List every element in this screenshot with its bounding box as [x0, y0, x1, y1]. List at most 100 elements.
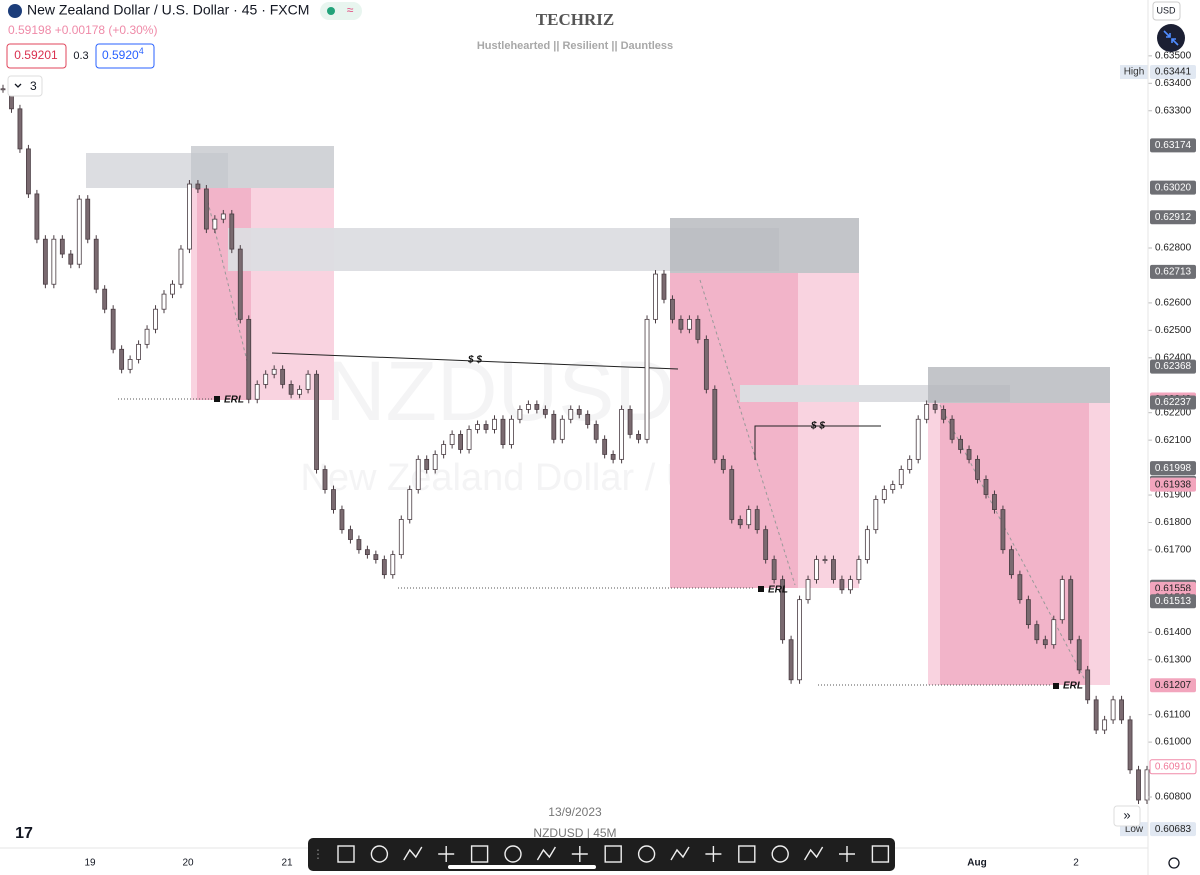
candle: [153, 308, 158, 330]
candle: [170, 283, 175, 295]
auto-scale-button[interactable]: [1157, 24, 1185, 52]
tool-icon[interactable]: [403, 846, 423, 861]
candle: [602, 438, 608, 455]
scroll-right-icon: »: [1123, 807, 1130, 822]
candle: [280, 368, 286, 385]
buy-price-main: 0.5920: [102, 48, 139, 62]
candle: [746, 509, 752, 526]
tool-icon[interactable]: [536, 846, 557, 861]
candle: [780, 579, 786, 641]
candle: [178, 248, 184, 285]
candle: [661, 273, 667, 300]
candle: [381, 559, 387, 576]
tool-icon[interactable]: [504, 845, 522, 863]
price-tag: [1150, 822, 1196, 837]
candle: [695, 318, 701, 340]
candle: [466, 429, 472, 450]
candle: [42, 238, 48, 285]
candle: [805, 579, 811, 601]
candle: [356, 539, 362, 551]
candle: [424, 458, 430, 470]
tv-logo[interactable]: 17: [15, 825, 33, 842]
settings-icon[interactable]: [1168, 857, 1180, 869]
tool-icon[interactable]: [670, 846, 690, 861]
price-tag-label: 0.63174: [1155, 140, 1192, 151]
candle: [364, 549, 370, 556]
candles: [0, 84, 1150, 805]
erl-label: ERL: [224, 395, 244, 406]
candle: [76, 198, 82, 265]
tool-icon[interactable]: [803, 846, 824, 861]
tool-icon[interactable]: [771, 845, 789, 863]
candle: [1034, 624, 1040, 641]
candle: [1076, 639, 1082, 671]
price-tag-label: 0.60683: [1155, 824, 1192, 835]
liquidity-label: $ $: [467, 355, 482, 366]
candle: [1051, 619, 1057, 646]
trend-dashed: [204, 189, 249, 366]
candle: [220, 213, 226, 220]
tool-icon[interactable]: [871, 845, 890, 863]
tool-icon[interactable]: [337, 845, 355, 863]
tool-icon[interactable]: [571, 846, 588, 862]
price-label: 0.61800: [1155, 517, 1192, 528]
candle: [348, 529, 353, 540]
buy-button[interactable]: [95, 43, 155, 69]
candle: [1042, 639, 1048, 646]
candle: [1085, 669, 1091, 701]
candle: [949, 418, 955, 440]
tool-icon[interactable]: [705, 846, 722, 862]
price-tag-label: 0.62713: [1155, 267, 1192, 278]
candle: [627, 409, 633, 435]
tool-icon[interactable]: [839, 846, 855, 862]
sell-button[interactable]: [6, 43, 67, 69]
status-badge[interactable]: [320, 2, 362, 20]
price-scale: 0.63500 0.63400 0.63300 0.62800 0.62600 0.625…: [1120, 50, 1197, 837]
price-tag: [1150, 65, 1196, 80]
symbol-title[interactable]: New Zealand Dollar / U.S. Dollar · 45 · …: [27, 2, 309, 18]
candle: [890, 484, 896, 490]
tag-caption-bg: [1120, 65, 1148, 80]
candle: [992, 494, 997, 510]
indicators-toggle[interactable]: [7, 75, 43, 97]
tool-icon[interactable]: [604, 845, 622, 863]
price-tag: [1150, 264, 1196, 279]
candle: [534, 404, 540, 410]
candle: [0, 88, 6, 91]
drawing-toolbar: ⋮: [308, 838, 895, 871]
tool-icon[interactable]: [738, 845, 756, 863]
erl-marker: [1053, 683, 1059, 689]
candle: [288, 384, 294, 395]
candle: [237, 248, 243, 320]
tool-icon[interactable]: [370, 845, 389, 863]
price-tag: [1150, 461, 1196, 476]
candle: [881, 489, 887, 500]
candle: [1093, 699, 1099, 731]
currency-button[interactable]: [1152, 1, 1181, 21]
price-label: 0.62600: [1155, 298, 1192, 309]
candle: [51, 238, 57, 285]
candle: [636, 433, 641, 440]
price-change: 0.59198 +0.00178 (+0.30%): [8, 23, 157, 37]
candle: [619, 409, 625, 460]
candle: [17, 108, 23, 150]
candle: [1102, 719, 1108, 731]
tool-icon[interactable]: [438, 846, 455, 862]
candle: [542, 409, 548, 415]
candle: [559, 418, 565, 440]
footer-symbol: NZDUSD | 45M: [533, 826, 616, 840]
price-tag-label: 0.62912: [1155, 212, 1192, 223]
tool-icon[interactable]: [637, 845, 656, 863]
candle: [932, 404, 938, 410]
scroll-right-button[interactable]: [1113, 805, 1141, 827]
erl-marker: [758, 586, 764, 592]
candle: [449, 433, 455, 445]
price-tag-label: 0.60910: [1155, 761, 1192, 772]
candle: [102, 288, 108, 310]
price-tag-label: 0.62368: [1155, 361, 1192, 372]
candle: [1068, 579, 1074, 641]
candle: [441, 444, 447, 455]
tool-icon[interactable]: [470, 845, 489, 863]
liquidity-label: $ $: [810, 421, 825, 432]
